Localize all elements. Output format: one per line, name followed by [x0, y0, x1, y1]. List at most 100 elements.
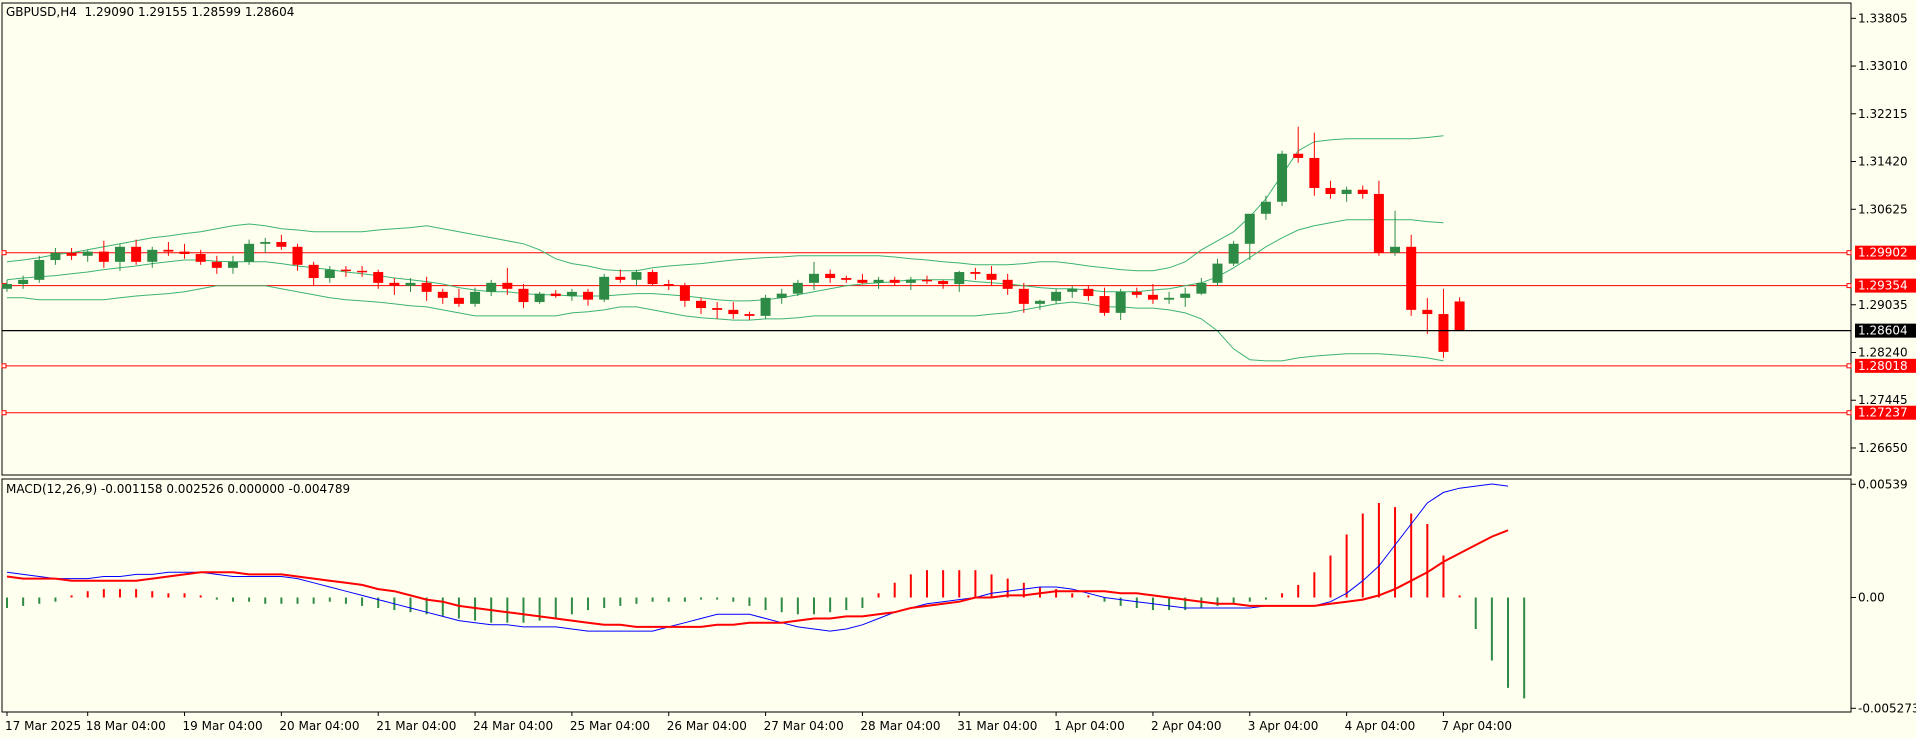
- bear-candle-body: [131, 246, 142, 262]
- bear-candle-body: [550, 293, 561, 297]
- bear-candle-body: [696, 300, 707, 309]
- bear-candle-body: [1357, 189, 1368, 194]
- bull-candle-body: [405, 282, 416, 286]
- bear-candle-body: [1099, 296, 1110, 313]
- bear-candle-body: [970, 272, 981, 274]
- macd-pane-frame: [1, 478, 1852, 713]
- level-price-tag: [1855, 278, 1916, 293]
- time-axis-label: 26 Mar 04:00: [667, 719, 747, 733]
- bull-candle-body: [147, 249, 158, 262]
- bull-candle-body: [486, 282, 497, 292]
- bear-candle-body: [1438, 314, 1449, 352]
- level-anchor: [1846, 410, 1852, 416]
- bull-candle-body: [905, 279, 916, 283]
- bear-candle-body: [1293, 153, 1304, 158]
- bear-candle-body: [1325, 187, 1336, 194]
- level-anchor: [1, 410, 7, 416]
- bear-candle-body: [615, 276, 626, 280]
- time-axis-label: 18 Mar 04:00: [86, 719, 166, 733]
- bull-candle-body: [1196, 282, 1207, 294]
- time-axis-label: 3 Apr 04:00: [1248, 719, 1319, 733]
- level-anchor: [1846, 250, 1852, 256]
- level-anchor: [1, 363, 7, 369]
- bear-candle-body: [98, 251, 109, 262]
- bull-candle-body: [1051, 291, 1062, 301]
- macd-title: MACD(12,26,9) -0.001158 0.002526 0.00000…: [6, 482, 351, 496]
- bear-candle-body: [728, 309, 739, 315]
- bear-candle-body: [1131, 291, 1142, 295]
- price-axis-label: 1.33010: [1858, 59, 1908, 73]
- bear-candle-body: [163, 249, 174, 252]
- bear-candle-body: [1454, 301, 1465, 331]
- bear-candle-body: [1422, 309, 1433, 315]
- bull-candle-body: [599, 276, 610, 300]
- bear-candle-body: [1083, 288, 1094, 297]
- macd-main-line: [6, 483, 1509, 632]
- current-price-tag: [1855, 323, 1916, 338]
- time-axis-label: 31 Mar 04:00: [957, 719, 1037, 733]
- bull-candle-body: [809, 273, 819, 283]
- level-price-tag: [1855, 245, 1916, 260]
- time-axis-label: 4 Apr 04:00: [1345, 719, 1416, 733]
- macd-axis-label: 0.00539: [1858, 477, 1908, 491]
- time-axis-label: 21 Mar 04:00: [376, 719, 456, 733]
- bear-candle-body: [647, 272, 658, 285]
- macd-axis-label: -0.005273: [1858, 701, 1916, 715]
- bull-candle-body: [470, 291, 481, 304]
- bear-candle-body: [437, 291, 448, 298]
- bollinger-upper-line: [6, 135, 1444, 272]
- time-axis-label: 2 Apr 04:00: [1151, 719, 1222, 733]
- bear-candle-body: [583, 291, 594, 300]
- bull-candle-body: [1341, 189, 1352, 194]
- macd-axis-label: 0.00: [1858, 590, 1885, 604]
- bear-candle-body: [921, 279, 932, 282]
- bear-candle-body: [938, 281, 949, 285]
- bollinger-middle-line: [6, 219, 1444, 302]
- bull-candle-body: [1115, 291, 1126, 313]
- bear-candle-body: [889, 279, 900, 283]
- bear-candle-body: [986, 273, 997, 280]
- bear-candle-body: [1373, 193, 1384, 253]
- bull-candle-body: [792, 282, 803, 294]
- bear-candle-body: [712, 308, 723, 310]
- bear-candle-body: [373, 272, 384, 283]
- bear-candle-body: [502, 282, 513, 289]
- bear-candle-body: [744, 314, 755, 316]
- time-axis-label: 20 Mar 04:00: [279, 719, 359, 733]
- price-axis-label: 1.33805: [1858, 11, 1908, 25]
- bull-candle-body: [1212, 263, 1223, 283]
- bear-candle-body: [679, 285, 690, 301]
- level-anchor: [1, 250, 7, 256]
- price-axis-label: 1.29035: [1858, 298, 1908, 312]
- bull-candle-body: [82, 251, 93, 256]
- bull-candle-body: [1390, 246, 1401, 253]
- bull-candle-body: [2, 284, 12, 289]
- level-price-label: 1.29902: [1858, 246, 1908, 260]
- bear-candle-body: [1147, 294, 1158, 300]
- level-price-tag: [1855, 358, 1916, 373]
- bull-candle-body: [114, 246, 125, 262]
- bear-candle-body: [308, 264, 319, 279]
- bull-candle-body: [1067, 288, 1078, 292]
- time-axis-label: 17 Mar 2025: [5, 719, 81, 733]
- time-axis-label: 28 Mar 04:00: [860, 719, 940, 733]
- bear-candle-body: [340, 269, 351, 272]
- price-axis-label: 1.30625: [1858, 202, 1908, 216]
- bull-candle-body: [50, 252, 61, 261]
- bear-candle-body: [211, 261, 222, 268]
- bear-candle-body: [66, 252, 77, 256]
- bull-candle-body: [1260, 201, 1271, 214]
- price-axis-label: 1.26650: [1858, 441, 1908, 455]
- price-axis-label: 1.32215: [1858, 107, 1908, 121]
- bollinger-lower-line: [7, 285, 1444, 362]
- bull-candle-body: [534, 293, 545, 303]
- bear-candle-body: [518, 288, 529, 303]
- level-price-label: 1.28018: [1858, 359, 1908, 373]
- bull-candle-body: [1228, 243, 1239, 264]
- bull-candle-body: [760, 297, 771, 316]
- bear-candle-body: [292, 246, 303, 265]
- bull-candle-body: [18, 279, 29, 285]
- price-pane-frame: [1, 2, 1852, 476]
